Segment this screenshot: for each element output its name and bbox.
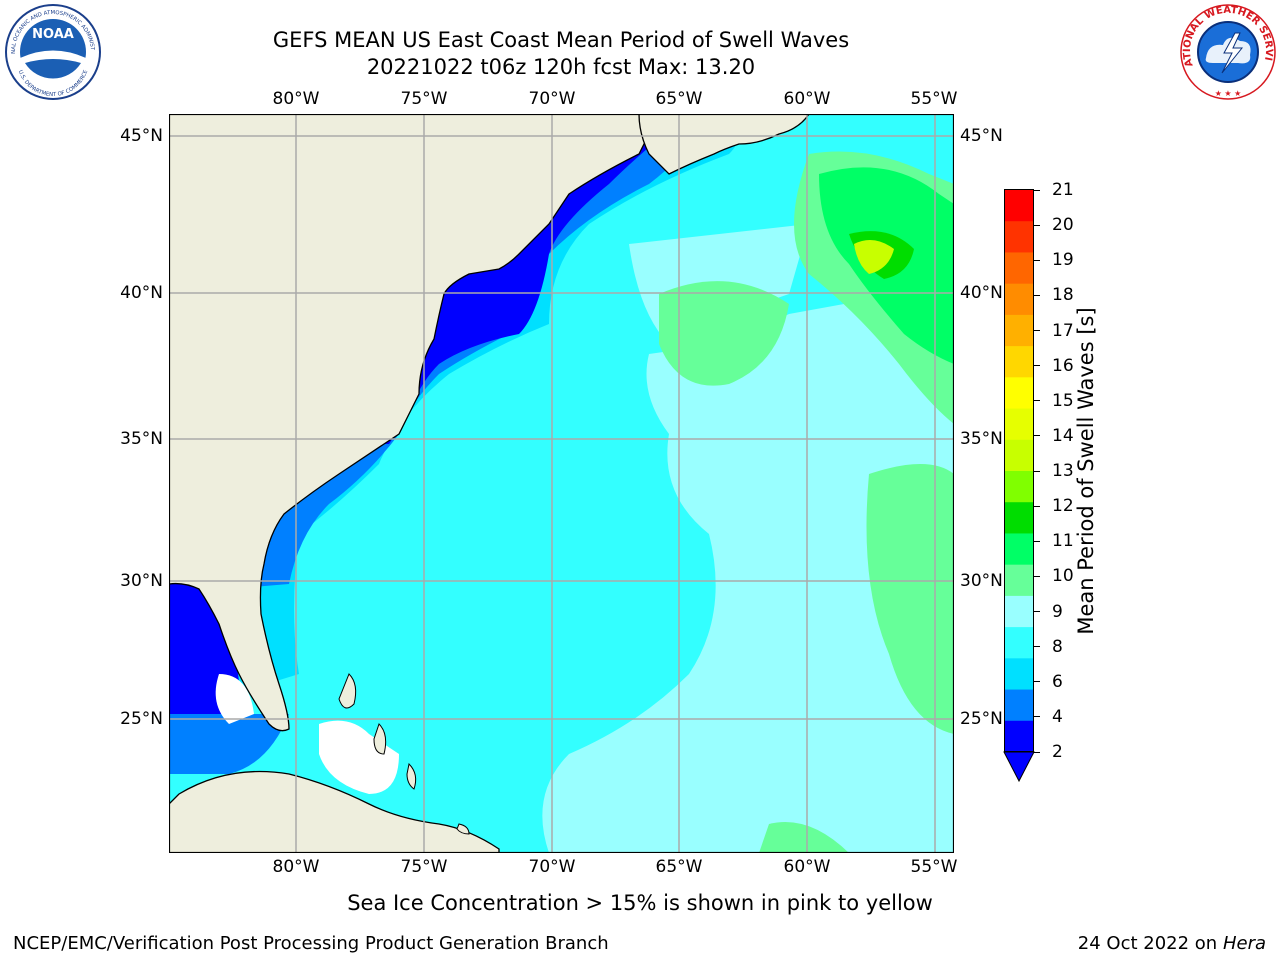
swell-period-map	[169, 114, 954, 853]
noaa-text: NOAA	[32, 27, 74, 42]
lat-tick-right: 40°N	[960, 283, 1003, 303]
svg-text:★ ★ ★: ★ ★ ★	[1215, 89, 1242, 98]
colorbar-tick-mark	[1034, 259, 1040, 261]
lat-tick-right: 30°N	[960, 571, 1003, 591]
colorbar-segment	[1005, 408, 1033, 441]
us-east-coast-land	[169, 114, 690, 732]
lon-tick-top: 55°W	[910, 89, 958, 109]
lat-tick-left: 35°N	[120, 429, 163, 449]
colorbar-tick-label: 19	[1052, 250, 1074, 271]
lon-tick-bottom: 80°W	[272, 857, 320, 877]
lon-tick-top: 65°W	[655, 89, 703, 109]
colorbar-tick-mark	[1034, 330, 1040, 331]
colorbar-tick-mark	[1034, 681, 1040, 683]
map-subtitle: 20221022 t06z 120h fcst Max: 13.20	[366, 55, 756, 79]
graticule	[169, 114, 954, 853]
colorbar-tick-mark	[1034, 646, 1040, 648]
lat-tick-left: 30°N	[120, 571, 163, 591]
colorbar-segment	[1005, 190, 1033, 222]
lat-tick-left: 40°N	[120, 283, 163, 303]
colorbar-tick-mark	[1034, 189, 1040, 191]
colorbar-tick-mark	[1034, 435, 1040, 437]
pale-cyan-region	[542, 284, 954, 853]
colorbar-tick-label: 13	[1052, 461, 1074, 481]
lon-tick-top: 75°W	[400, 89, 448, 109]
colorbar-tick-mark	[1034, 400, 1040, 402]
sea-ice-note: Sea Ice Concentration > 15% is shown in …	[347, 891, 933, 915]
colorbar-tick-mark	[1034, 294, 1040, 296]
colorbar-tick-mark	[1034, 611, 1040, 612]
colorbar-tick-label: 10	[1052, 566, 1074, 587]
footer-credit: NCEP/EMC/Verification Post Processing Pr…	[13, 933, 609, 954]
colorbar-tick-label: 9	[1052, 601, 1063, 622]
colorbar-segment	[1005, 439, 1033, 472]
lat-tick-right: 35°N	[960, 429, 1003, 449]
colorbar-segment	[1005, 471, 1033, 503]
colorbar-segment	[1005, 283, 1033, 316]
colorbar-segment	[1005, 627, 1033, 659]
colorbar-tick-label: 20	[1052, 215, 1074, 236]
lon-tick-top: 70°W	[528, 89, 576, 109]
colorbar-label: Mean Period of Swell Waves [s]	[1074, 307, 1098, 635]
lon-tick-bottom: 65°W	[655, 857, 703, 877]
lat-tick-right: 25°N	[960, 709, 1003, 729]
colorbar-tick-mark	[1034, 470, 1040, 472]
colorbar-tick-mark	[1034, 224, 1040, 226]
colorbar-segment	[1005, 720, 1033, 753]
colorbar-tick-label: 2	[1052, 742, 1063, 762]
nws-logo: NATIONAL WEATHER SERVICE ★ ★ ★	[1178, 3, 1276, 100]
colorbar-tick-label: 4	[1052, 706, 1063, 727]
colorbar-segment	[1005, 595, 1033, 628]
lon-tick-bottom: 60°W	[783, 857, 831, 877]
lon-tick-bottom: 70°W	[528, 857, 576, 877]
colorbar-segment	[1005, 689, 1033, 722]
colorbar-segment	[1005, 377, 1033, 410]
colorbar-tick-mark	[1034, 540, 1040, 542]
colorbar-tick-label: 8	[1052, 636, 1063, 657]
colorbar-segment	[1005, 658, 1033, 691]
map-frame	[169, 114, 954, 853]
colorbar-tick-label: 6	[1052, 671, 1063, 692]
colorbar-tick-mark	[1034, 505, 1040, 507]
nova-scotia-land	[638, 114, 810, 175]
colorbar-segment	[1005, 221, 1033, 253]
footer-date: 24 Oct 2022 on Hera	[1078, 933, 1266, 954]
lon-tick-top: 60°W	[783, 89, 831, 109]
max-period-cell	[854, 240, 894, 274]
lon-tick-bottom: 75°W	[400, 857, 448, 877]
colorbar-segment	[1005, 252, 1033, 285]
colorbar-tick-label: 16	[1052, 355, 1074, 376]
colorbar-tick-mark	[1034, 365, 1040, 367]
colorbar-tick-label: 17	[1052, 320, 1074, 341]
lon-tick-top: 80°W	[272, 89, 320, 109]
colorbar-tick-label: 11	[1052, 531, 1074, 552]
colorbar	[1003, 189, 1035, 783]
colorbar-segment	[1005, 314, 1033, 347]
colorbar-segment	[1005, 533, 1033, 566]
map-title: GEFS MEAN US East Coast Mean Period of S…	[272, 28, 850, 52]
colorbar-tick-label: 14	[1052, 425, 1074, 446]
noaa-logo: NOAA NATIONAL OCEANIC AND ATMOSPHERIC AD…	[3, 3, 101, 100]
colorbar-tick-mark	[1034, 575, 1040, 577]
footer-machine: Hera	[1222, 933, 1266, 954]
colorbar-tick-mark	[1034, 716, 1040, 718]
colorbar-segment	[1005, 346, 1033, 378]
footer-date-text: 24 Oct 2022 on	[1077, 933, 1223, 954]
colorbar-tick-label: 21	[1052, 180, 1074, 200]
lon-tick-bottom: 55°W	[910, 857, 958, 877]
lat-tick-left: 25°N	[120, 709, 163, 729]
cuba-land	[169, 770, 500, 853]
lat-tick-right: 45°N	[960, 126, 1003, 146]
colorbar-tick-label: 15	[1052, 390, 1074, 411]
nodata-bahamas	[319, 720, 399, 794]
colorbar-segment	[1005, 564, 1033, 597]
lat-tick-left: 45°N	[120, 126, 163, 146]
colorbar-tick-label: 12	[1052, 496, 1074, 517]
colorbar-tick-label: 18	[1052, 285, 1074, 306]
colorbar-segment	[1005, 502, 1033, 534]
colorbar-tick-mark	[1034, 751, 1040, 753]
